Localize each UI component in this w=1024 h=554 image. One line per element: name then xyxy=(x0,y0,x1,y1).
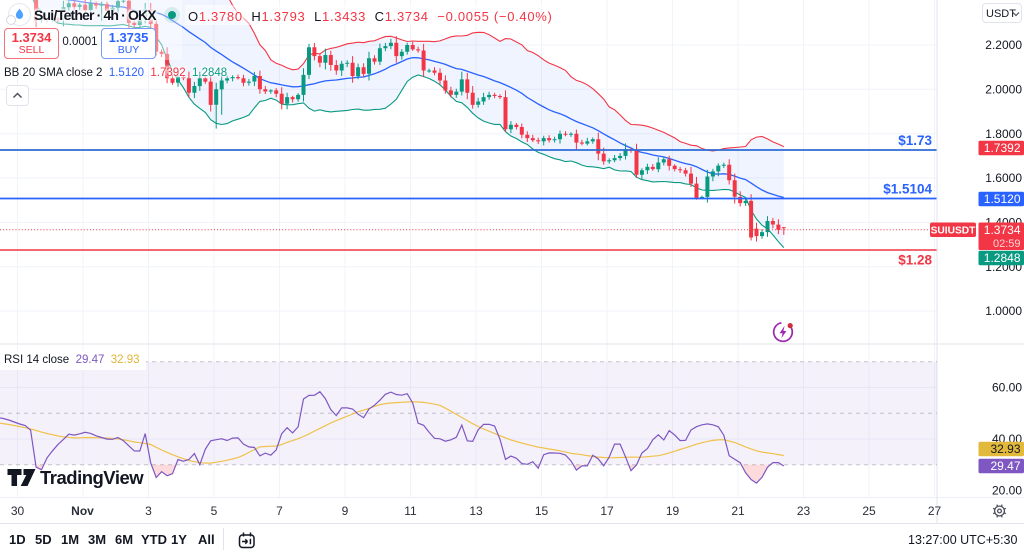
svg-text:32.93: 32.93 xyxy=(990,442,1020,456)
svg-text:20.00: 20.00 xyxy=(992,484,1022,498)
svg-text:2.0000: 2.0000 xyxy=(985,83,1022,97)
svg-text:$1.73: $1.73 xyxy=(898,133,932,148)
svg-text:19: 19 xyxy=(666,504,680,518)
svg-text:Nov: Nov xyxy=(71,504,94,518)
svg-text:17: 17 xyxy=(600,504,614,518)
svg-text:2.2000: 2.2000 xyxy=(985,38,1022,52)
svg-text:1.3734: 1.3734 xyxy=(984,223,1021,237)
svg-text:21: 21 xyxy=(731,504,745,518)
svg-text:1.8000: 1.8000 xyxy=(985,127,1022,141)
svg-text:3: 3 xyxy=(145,504,152,518)
svg-text:1.2848: 1.2848 xyxy=(984,251,1021,265)
svg-text:$1.28: $1.28 xyxy=(898,253,932,268)
svg-text:9: 9 xyxy=(342,504,349,518)
svg-text:5: 5 xyxy=(211,504,218,518)
svg-text:1.6000: 1.6000 xyxy=(985,171,1022,185)
svg-text:1.7392: 1.7392 xyxy=(984,141,1021,155)
svg-text:27: 27 xyxy=(928,504,942,518)
svg-text:11: 11 xyxy=(404,504,417,518)
svg-text:23: 23 xyxy=(797,504,811,518)
svg-text:TradingView: TradingView xyxy=(40,467,144,488)
svg-text:29.47: 29.47 xyxy=(990,459,1020,473)
svg-text:60.00: 60.00 xyxy=(992,381,1022,395)
svg-text:30: 30 xyxy=(11,504,25,518)
svg-text:1.0000: 1.0000 xyxy=(985,304,1022,318)
svg-text:15: 15 xyxy=(535,504,549,518)
svg-text:$1.5104: $1.5104 xyxy=(883,182,932,197)
svg-text:02:59: 02:59 xyxy=(993,238,1021,250)
svg-text:7: 7 xyxy=(276,504,283,518)
svg-text:1.5120: 1.5120 xyxy=(984,192,1021,206)
svg-text:SUIUSDT: SUIUSDT xyxy=(931,226,976,237)
svg-text:13: 13 xyxy=(469,504,483,518)
svg-text:25: 25 xyxy=(862,504,876,518)
